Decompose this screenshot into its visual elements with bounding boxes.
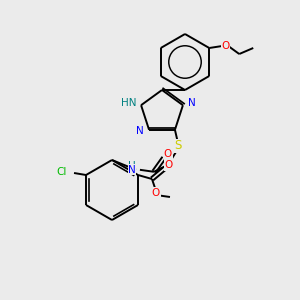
Text: O: O: [221, 41, 230, 51]
Text: HN: HN: [121, 98, 136, 108]
Text: O: O: [152, 188, 160, 198]
Text: N: N: [136, 126, 144, 136]
Text: N: N: [188, 98, 196, 108]
Text: O: O: [165, 160, 173, 170]
Text: Cl: Cl: [57, 167, 67, 177]
Text: S: S: [174, 139, 182, 152]
Text: H: H: [128, 161, 136, 171]
Text: N: N: [128, 165, 136, 175]
Text: O: O: [164, 149, 172, 159]
